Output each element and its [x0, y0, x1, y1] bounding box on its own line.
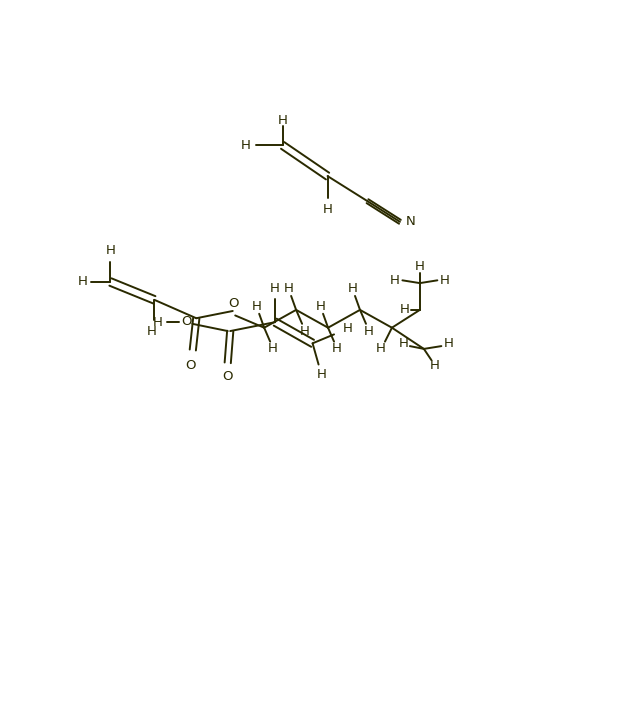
Text: H: H	[252, 300, 261, 313]
Text: H: H	[240, 139, 250, 152]
Text: H: H	[332, 342, 342, 355]
Text: H: H	[390, 274, 400, 287]
Text: N: N	[406, 215, 416, 228]
Text: H: H	[284, 282, 294, 295]
Text: O: O	[229, 297, 239, 310]
Text: H: H	[270, 282, 280, 295]
Text: H: H	[153, 316, 163, 329]
Text: O: O	[222, 370, 233, 383]
Text: H: H	[400, 303, 410, 316]
Text: H: H	[106, 244, 115, 257]
Text: H: H	[278, 114, 288, 127]
Text: O: O	[185, 359, 196, 372]
Text: H: H	[78, 276, 88, 288]
Text: H: H	[147, 324, 156, 337]
Text: H: H	[415, 260, 425, 273]
Text: H: H	[399, 337, 409, 350]
Text: O: O	[181, 314, 191, 327]
Text: H: H	[300, 324, 310, 337]
Text: H: H	[440, 274, 450, 287]
Text: H: H	[444, 337, 454, 350]
Text: H: H	[364, 324, 374, 337]
Text: H: H	[376, 342, 386, 355]
Text: H: H	[317, 368, 327, 381]
Text: H: H	[348, 282, 357, 295]
Text: H: H	[268, 342, 278, 355]
Text: H: H	[343, 322, 352, 335]
Text: H: H	[323, 203, 332, 216]
Text: H: H	[430, 359, 440, 372]
Text: H: H	[316, 300, 325, 313]
